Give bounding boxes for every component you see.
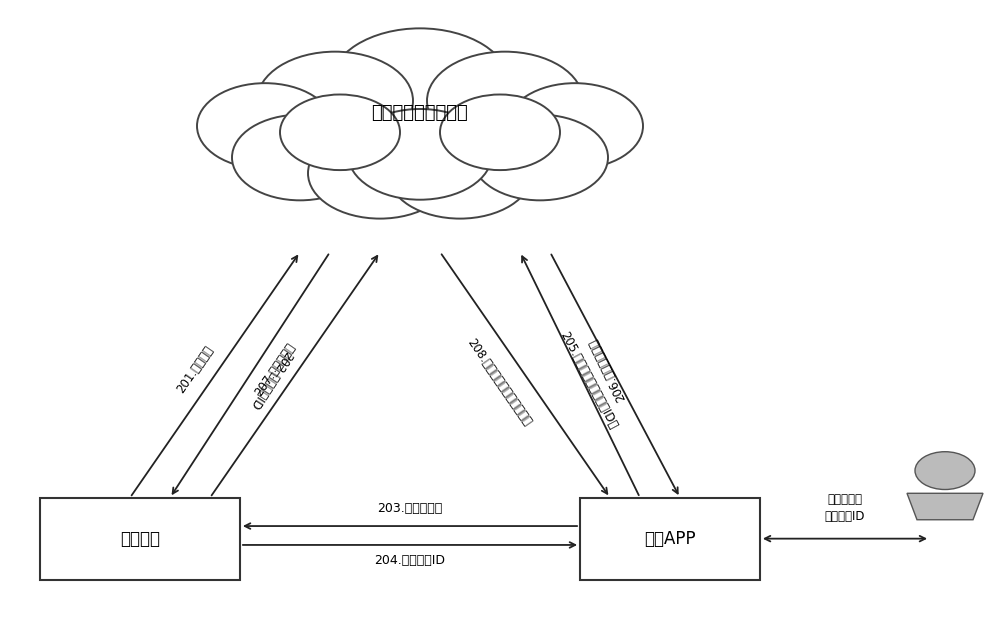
Circle shape bbox=[280, 94, 400, 170]
Text: 202.设备身份ID: 202.设备身份ID bbox=[247, 348, 294, 411]
Circle shape bbox=[232, 115, 368, 200]
Circle shape bbox=[507, 83, 643, 169]
Text: 201.注册请求: 201.注册请求 bbox=[174, 343, 216, 395]
Circle shape bbox=[257, 52, 413, 150]
Text: 207.采集的数据: 207.采集的数据 bbox=[252, 340, 298, 398]
Circle shape bbox=[472, 115, 608, 200]
Text: 物联网云端的服务器: 物联网云端的服务器 bbox=[372, 105, 468, 122]
Text: 206.绑定成功响应: 206.绑定成功响应 bbox=[586, 336, 628, 403]
Polygon shape bbox=[907, 493, 983, 520]
Circle shape bbox=[388, 128, 532, 219]
Text: 注册并获取
用户身份ID: 注册并获取 用户身份ID bbox=[825, 493, 865, 523]
Circle shape bbox=[330, 28, 510, 142]
Circle shape bbox=[308, 128, 452, 219]
Text: 205.绑定请求（设备身份ID）: 205.绑定请求（设备身份ID） bbox=[557, 329, 620, 432]
Text: 203.查询或扫码: 203.查询或扫码 bbox=[377, 501, 443, 515]
Text: 手机APP: 手机APP bbox=[644, 530, 696, 547]
Circle shape bbox=[427, 52, 583, 150]
Circle shape bbox=[348, 109, 492, 200]
Text: 物联设备: 物联设备 bbox=[120, 530, 160, 547]
Circle shape bbox=[915, 452, 975, 490]
Text: 208.发布物联设备采集的数据: 208.发布物联设备采集的数据 bbox=[465, 336, 534, 428]
FancyBboxPatch shape bbox=[580, 498, 760, 580]
Circle shape bbox=[197, 83, 333, 169]
FancyBboxPatch shape bbox=[40, 498, 240, 580]
Text: 204.设备身份ID: 204.设备身份ID bbox=[374, 554, 446, 568]
Circle shape bbox=[440, 94, 560, 170]
